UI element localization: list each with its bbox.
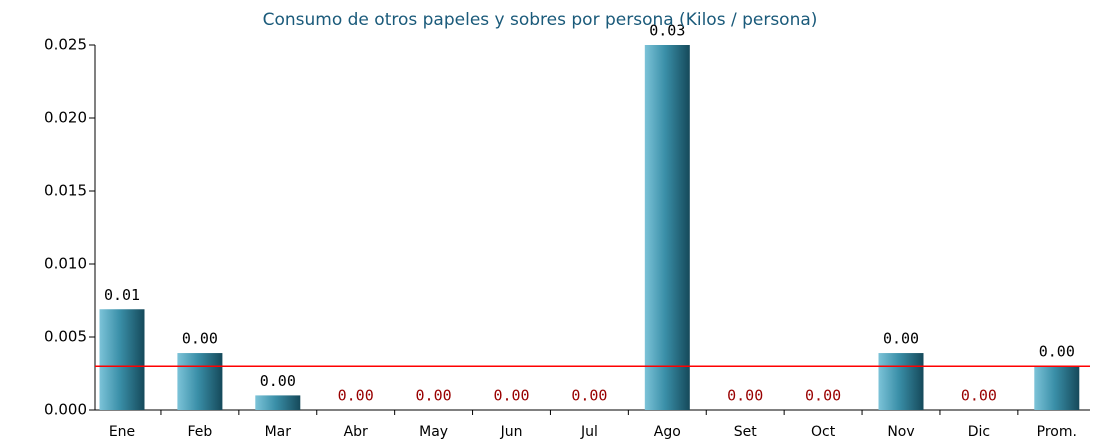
bar: [177, 353, 223, 410]
x-tick-label: Oct: [811, 424, 836, 440]
plot: 0.000 0.005 0.010 0.015 0.020 0.025 Ene 0.01 Feb…: [44, 22, 1090, 440]
x-tick-label: Set: [734, 424, 758, 440]
chart-title: Consumo de otros papeles y sobres por pe…: [263, 10, 818, 30]
value-label: 0.00: [883, 330, 919, 348]
value-label: 0.00: [416, 387, 452, 405]
x-tick-label: Feb: [188, 424, 213, 440]
value-label: 0.00: [805, 387, 841, 405]
x-tick-label: Prom.: [1037, 424, 1077, 440]
x-tick-label: Mar: [265, 424, 292, 440]
x-tick-label: Ene: [109, 424, 135, 440]
y-tick-label: 0.020: [44, 109, 87, 127]
value-label: 0.00: [1039, 343, 1075, 361]
x-tick-label: Jun: [500, 424, 523, 440]
x-tick-label: Jul: [580, 424, 598, 440]
x-tick-label: May: [419, 424, 448, 440]
y-tick-label: 0.005: [44, 328, 87, 346]
value-label: 0.00: [727, 387, 763, 405]
bar: [878, 353, 924, 410]
value-label: 0.01: [104, 286, 140, 304]
y-tick-label: 0.010: [44, 255, 87, 273]
value-label: 0.00: [182, 330, 218, 348]
x-tick-label: Abr: [344, 424, 368, 440]
y-tick-label: 0.015: [44, 182, 87, 200]
value-label: 0.00: [961, 387, 997, 405]
y-tick-label: 0.000: [44, 401, 87, 419]
x-tick-label: Dic: [968, 424, 990, 440]
bar: [644, 45, 690, 410]
value-label: 0.03: [649, 22, 685, 40]
bar: [255, 395, 301, 410]
value-label: 0.00: [260, 372, 296, 390]
value-label: 0.00: [493, 387, 529, 405]
x-tick-label: Nov: [887, 424, 914, 440]
value-label: 0.00: [338, 387, 374, 405]
bar: [1034, 366, 1080, 410]
bar: [99, 309, 145, 410]
x-tick-label: Ago: [654, 424, 681, 440]
y-tick-label: 0.025: [44, 36, 87, 54]
value-label: 0.00: [571, 387, 607, 405]
